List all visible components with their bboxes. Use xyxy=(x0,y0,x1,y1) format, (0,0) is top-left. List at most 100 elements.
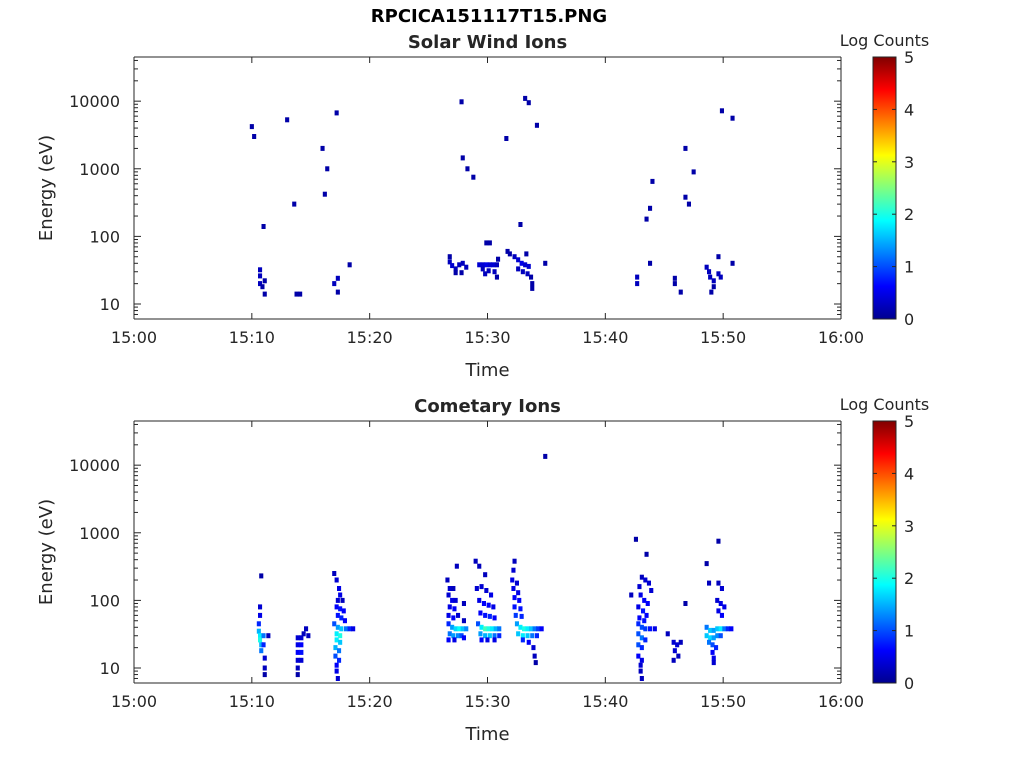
cometary-data-cell xyxy=(452,637,457,643)
cometary-colorbar-tick-label: 1 xyxy=(904,622,914,641)
cometary-data-cell xyxy=(451,633,456,639)
solar-wind-data-cell xyxy=(516,257,521,263)
cometary-data-cell xyxy=(476,621,481,627)
cometary-data-cell xyxy=(461,618,466,624)
solar-wind-colorbar-label: Log Counts xyxy=(840,31,930,50)
cometary-data-cell xyxy=(707,639,712,645)
cometary-data-cell xyxy=(332,571,337,576)
cometary-data-cell xyxy=(483,633,488,639)
cometary-data-cell xyxy=(533,660,538,666)
cometary-data-cell xyxy=(306,633,311,639)
cometary-data-cell xyxy=(643,626,648,632)
cometary-data-cell xyxy=(518,624,523,630)
cometary-data-cell xyxy=(261,633,266,639)
solar-wind-data-cell xyxy=(347,262,352,268)
cometary-data-cell xyxy=(335,612,340,618)
cometary-x-tick-label: 16:00 xyxy=(818,692,864,711)
solar-wind-data-cell xyxy=(322,191,327,197)
solar-wind-data-cell xyxy=(480,266,485,272)
solar-wind-data-cell xyxy=(716,254,721,260)
cometary-data-cell xyxy=(704,561,709,567)
cometary-data-cell xyxy=(514,580,519,586)
cometary-data-cell xyxy=(450,597,455,603)
solar-wind-data-cell xyxy=(543,260,548,266)
cometary-data-cell xyxy=(711,627,716,633)
solar-wind-colorbar-tick-label: 0 xyxy=(904,310,914,329)
cometary-data-cell xyxy=(492,633,497,639)
cometary-data-cell xyxy=(464,626,469,632)
cometary-data-cell xyxy=(639,635,644,641)
solar-wind-panel-title: Solar Wind Ions xyxy=(408,32,567,53)
cometary-data-cell xyxy=(489,592,494,598)
solar-wind-x-tick-label: 15:20 xyxy=(347,328,393,347)
cometary-data-cell xyxy=(479,584,484,590)
cometary-data-cell xyxy=(262,665,267,671)
solar-wind-data-cell xyxy=(260,284,265,290)
cometary-colorbar-tick-label: 0 xyxy=(904,674,914,693)
cometary-y-axis-label: Energy (eV) xyxy=(36,499,57,605)
cometary-data-cell xyxy=(478,610,483,616)
cometary-data-cell xyxy=(295,672,300,678)
solar-wind-data-cell xyxy=(686,201,691,207)
solar-wind-colorbar xyxy=(872,56,897,320)
solar-wind-data-cell xyxy=(459,270,464,276)
solar-wind-data-cell xyxy=(704,264,709,270)
solar-wind-data-cell xyxy=(261,224,266,229)
solar-wind-data-cell xyxy=(524,251,529,257)
cometary-data-cell xyxy=(514,621,519,627)
cometary-data-cell xyxy=(714,645,719,651)
solar-wind-data-cell xyxy=(719,108,724,114)
cometary-x-tick-label: 15:50 xyxy=(700,692,746,711)
cometary-data-cell xyxy=(453,626,458,632)
cometary-data-cell xyxy=(719,586,724,591)
cometary-data-cell xyxy=(675,642,680,648)
cometary-data-cell xyxy=(456,612,461,618)
cometary-data-cell xyxy=(334,631,339,637)
solar-wind-data-cell xyxy=(507,251,512,257)
solar-wind-y-tick-label: 10 xyxy=(100,295,120,314)
solar-wind-data-cell xyxy=(292,201,297,207)
solar-wind-data-cell xyxy=(526,263,531,269)
cometary-x-tick-label: 15:40 xyxy=(582,692,628,711)
solar-wind-data-cell xyxy=(494,262,499,268)
cometary-data-cell xyxy=(532,626,537,632)
solar-wind-data-cell xyxy=(262,278,267,284)
solar-wind-data-cell xyxy=(298,291,303,297)
solar-wind-data-cell xyxy=(526,100,531,106)
page-title: RPCICA151117T15.PNG xyxy=(370,6,608,27)
solar-wind-data-cell xyxy=(635,274,640,280)
solar-wind-data-cell xyxy=(711,278,716,284)
cometary-x-tick-label: 15:30 xyxy=(464,692,510,711)
cometary-data-cell xyxy=(629,592,634,598)
cometary-data-cell xyxy=(711,660,716,666)
cometary-data-cell xyxy=(259,642,264,648)
cometary-data-cell xyxy=(636,653,641,659)
cometary-data-cell xyxy=(456,633,461,639)
cometary-data-cell xyxy=(648,626,653,632)
solar-wind-x-tick-label: 15:30 xyxy=(464,328,510,347)
solar-wind-data-cell xyxy=(477,262,482,268)
cometary-data-cell xyxy=(295,642,300,648)
cometary-data-cell xyxy=(718,626,723,632)
solar-wind-data-cell xyxy=(518,222,523,227)
solar-wind-data-cell xyxy=(650,178,655,184)
solar-wind-data-cell xyxy=(691,169,696,175)
cometary-data-cell xyxy=(452,606,457,612)
cometary-y-tick-label: 10000 xyxy=(69,456,120,475)
solar-wind-data-cell xyxy=(648,260,653,266)
cometary-data-cell xyxy=(334,662,339,668)
cometary-data-cell xyxy=(539,626,544,632)
cometary-ions-panel: 15:00 15:10 15:20 15:30 15:40 15:50 16:0010100… xyxy=(36,395,929,745)
cometary-data-cell xyxy=(671,639,676,645)
cometary-data-cell xyxy=(722,604,727,610)
cometary-data-cell xyxy=(450,624,455,630)
cometary-data-cell xyxy=(671,657,676,663)
cometary-data-cell xyxy=(516,590,521,596)
cometary-data-cell xyxy=(642,618,647,624)
solar-wind-y-tick-label: 1000 xyxy=(79,160,120,179)
cometary-data-cell xyxy=(543,453,548,459)
solar-wind-colorbar-tick-label: 2 xyxy=(904,205,914,224)
cometary-data-cell xyxy=(636,631,641,637)
cometary-data-cell xyxy=(338,606,343,612)
solar-wind-ions-panel: 15:00 15:10 15:20 15:30 15:40 15:50 16:0010100… xyxy=(36,31,929,381)
